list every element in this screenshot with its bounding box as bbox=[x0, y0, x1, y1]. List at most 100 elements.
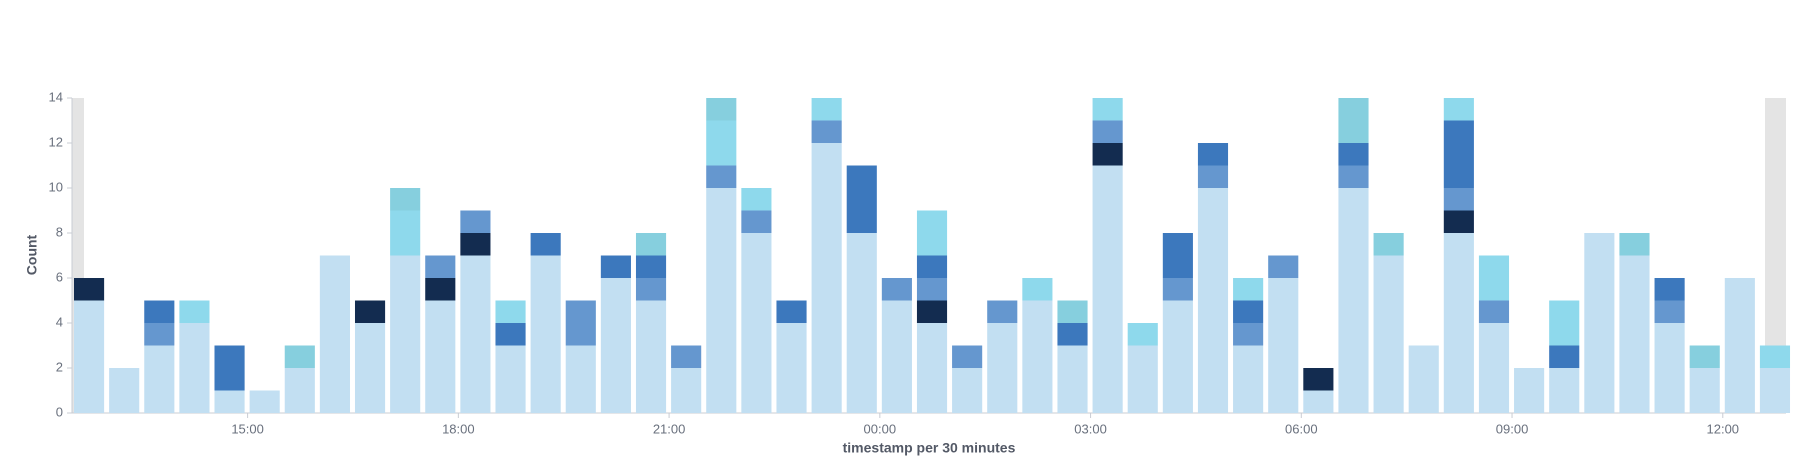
bar-segment bbox=[741, 210, 772, 233]
bar-segment bbox=[530, 255, 561, 413]
bar-segment bbox=[1092, 120, 1123, 143]
x-axis-title: timestamp per 30 minutes bbox=[843, 440, 1016, 456]
bar-segment bbox=[1233, 278, 1264, 301]
bar-segment bbox=[811, 98, 842, 121]
bar-segment bbox=[1478, 255, 1510, 301]
x-tick-label: 09:00 bbox=[1496, 421, 1529, 436]
bar-segment bbox=[1022, 278, 1053, 301]
bar-segment bbox=[1233, 345, 1264, 413]
bar-segment bbox=[1268, 278, 1299, 413]
bar-segment bbox=[987, 300, 1018, 323]
bar-segment bbox=[881, 300, 912, 413]
bar-segment bbox=[671, 368, 702, 413]
bar-segment bbox=[635, 300, 667, 413]
x-tick-label: 15:00 bbox=[231, 421, 264, 436]
bar-segment bbox=[1478, 300, 1510, 323]
bar-segment bbox=[390, 255, 421, 413]
bar-segment bbox=[1619, 233, 1650, 256]
bar-segment bbox=[565, 345, 596, 413]
bar-segment bbox=[1197, 143, 1229, 166]
bar-segment bbox=[1303, 368, 1334, 391]
bar-segment bbox=[425, 278, 456, 301]
bar-segment bbox=[706, 188, 737, 413]
bar-segment bbox=[952, 345, 983, 368]
bar-segment bbox=[179, 300, 210, 323]
bar-segment bbox=[249, 390, 280, 413]
bar-segment bbox=[460, 210, 491, 233]
bar-segment bbox=[109, 368, 140, 413]
y-tick-label: 2 bbox=[56, 359, 63, 374]
bar-segment bbox=[460, 255, 491, 413]
bar-segment bbox=[1268, 255, 1299, 278]
bar-segment bbox=[1233, 300, 1264, 323]
x-tick-label: 18:00 bbox=[442, 421, 475, 436]
bar-segment bbox=[284, 368, 315, 413]
bar-segment bbox=[1584, 233, 1615, 413]
bar-segment bbox=[74, 300, 105, 413]
y-tick-label: 8 bbox=[56, 224, 63, 239]
x-tick-label: 00:00 bbox=[864, 421, 897, 436]
bar-segment bbox=[425, 255, 456, 278]
bar-segment bbox=[1057, 323, 1088, 346]
bar-segment bbox=[600, 278, 631, 413]
bar-segment bbox=[1127, 323, 1158, 346]
bar-segment bbox=[144, 323, 175, 346]
bar-segment bbox=[635, 255, 667, 278]
bar-segment bbox=[635, 278, 667, 301]
bar-segment bbox=[916, 300, 948, 323]
bar-segment bbox=[1162, 300, 1193, 413]
bar-segment bbox=[1092, 98, 1123, 121]
bar-segment bbox=[846, 165, 877, 233]
bar-segment bbox=[390, 210, 421, 256]
y-tick-label: 10 bbox=[49, 179, 63, 194]
bar-segment bbox=[1549, 300, 1580, 346]
bar-segment bbox=[600, 255, 631, 278]
bar-segment bbox=[1162, 278, 1193, 301]
bar-segment bbox=[1478, 323, 1510, 413]
bar-segment bbox=[776, 323, 807, 413]
bar-segment bbox=[1338, 143, 1369, 166]
bar-segment bbox=[881, 278, 912, 301]
bar-segment bbox=[1654, 278, 1685, 301]
bar-segment bbox=[1514, 368, 1545, 413]
bar-segment bbox=[214, 345, 245, 391]
bar-segment bbox=[1092, 165, 1123, 413]
bar-segment bbox=[144, 300, 175, 323]
bar-segment bbox=[776, 300, 807, 323]
bar-segment bbox=[284, 345, 315, 368]
bar-segment bbox=[916, 278, 948, 301]
bar-segment bbox=[706, 120, 737, 166]
bar-segment bbox=[1197, 165, 1229, 188]
bar-segment bbox=[460, 233, 491, 256]
bar-segment bbox=[811, 120, 842, 143]
bar-segment bbox=[635, 233, 667, 256]
bar-segment bbox=[1373, 233, 1404, 256]
bar-segment bbox=[987, 323, 1018, 413]
bar-segment bbox=[1022, 300, 1053, 413]
bar-segment bbox=[1759, 368, 1791, 413]
bar-segment bbox=[811, 143, 842, 413]
bar-segment bbox=[495, 323, 526, 346]
bar-segment bbox=[1092, 143, 1123, 166]
bar-segment bbox=[1689, 368, 1720, 413]
bar-segment bbox=[1162, 233, 1193, 278]
bar-segment bbox=[354, 323, 386, 413]
x-tick-label: 06:00 bbox=[1285, 421, 1318, 436]
bar-segment bbox=[706, 98, 737, 121]
bar-segment bbox=[530, 233, 561, 256]
bar-segment bbox=[1127, 345, 1158, 413]
x-tick-label: 21:00 bbox=[653, 421, 686, 436]
bar-segment bbox=[1408, 345, 1439, 413]
bar-segment bbox=[179, 323, 210, 413]
bar-segment bbox=[1197, 188, 1229, 413]
bar-segment bbox=[144, 345, 175, 413]
bar-segment bbox=[1549, 345, 1580, 368]
bar-segment bbox=[565, 300, 596, 346]
bar-segment bbox=[706, 165, 737, 188]
bar-segment bbox=[1443, 210, 1474, 233]
bar-segment bbox=[74, 278, 105, 301]
x-tick-label: 12:00 bbox=[1707, 421, 1740, 436]
y-tick-label: 14 bbox=[49, 89, 63, 104]
bar-segment bbox=[319, 255, 350, 413]
